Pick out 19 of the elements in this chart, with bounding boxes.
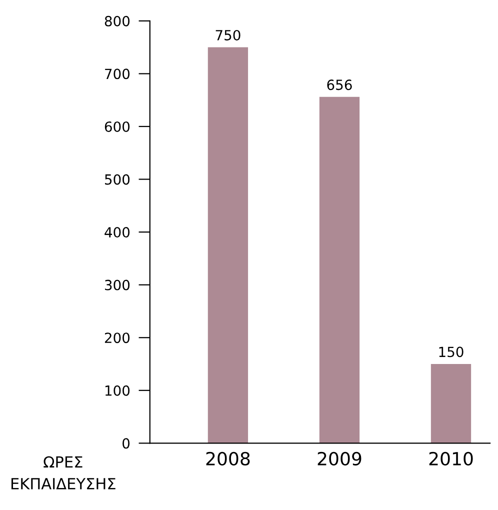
- y-tick-label: 500: [105, 174, 130, 185]
- x-tick-label: 2009: [318, 452, 362, 466]
- data-label: 750: [216, 30, 240, 40]
- y-tick-label: 0: [122, 438, 130, 449]
- y-tick-label: 300: [105, 280, 130, 290]
- x-tick-label: 2010: [429, 452, 473, 466]
- data-label: 656: [327, 80, 352, 90]
- y-tick-label: 200: [104, 332, 130, 344]
- bar: [430, 364, 472, 444]
- data-label: 150: [439, 346, 464, 358]
- bar: [319, 96, 360, 444]
- y-tick-label: 800: [104, 16, 130, 26]
- bar: [208, 47, 248, 444]
- y-tick-label: 700: [105, 68, 130, 80]
- x-tick-label: 2008: [206, 452, 250, 466]
- y-tick-label: 400: [104, 227, 130, 238]
- y-tick-label: 600: [104, 121, 130, 132]
- x-axis-title: ΩΡΕΣ ΕΚΠΑΙΔΕΥΣΗΣ: [11, 456, 116, 490]
- y-tick-label: 100: [105, 385, 130, 396]
